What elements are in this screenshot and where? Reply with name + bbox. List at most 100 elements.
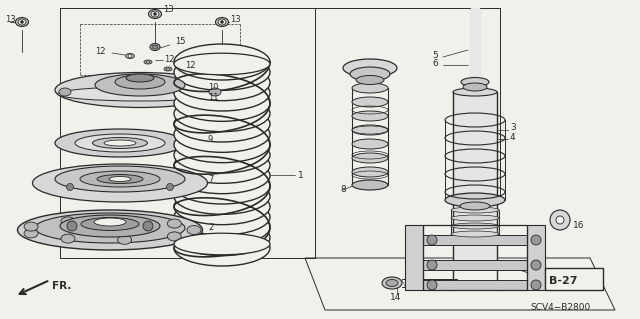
Ellipse shape <box>75 134 165 152</box>
Ellipse shape <box>174 199 270 235</box>
Ellipse shape <box>104 140 136 146</box>
Text: 3: 3 <box>510 123 516 132</box>
Ellipse shape <box>95 74 185 96</box>
Ellipse shape <box>352 111 388 121</box>
Ellipse shape <box>352 153 388 163</box>
Ellipse shape <box>174 75 270 111</box>
Bar <box>423 260 527 270</box>
Ellipse shape <box>55 72 225 108</box>
Ellipse shape <box>15 18 29 26</box>
Text: 12: 12 <box>164 55 175 63</box>
Ellipse shape <box>80 171 160 187</box>
Circle shape <box>531 260 541 270</box>
Ellipse shape <box>55 166 185 192</box>
Circle shape <box>427 235 437 245</box>
Ellipse shape <box>17 210 202 250</box>
Ellipse shape <box>451 207 499 213</box>
Text: 4: 4 <box>510 132 516 142</box>
Ellipse shape <box>356 76 384 85</box>
Ellipse shape <box>174 209 270 245</box>
Ellipse shape <box>453 88 497 96</box>
Ellipse shape <box>144 60 152 64</box>
Circle shape <box>154 12 157 16</box>
Circle shape <box>427 260 437 270</box>
Ellipse shape <box>24 229 38 238</box>
Ellipse shape <box>115 75 165 89</box>
Circle shape <box>143 221 153 231</box>
Ellipse shape <box>166 68 170 70</box>
Ellipse shape <box>148 10 161 19</box>
Text: 2: 2 <box>208 224 213 233</box>
Ellipse shape <box>352 97 388 107</box>
Text: 9: 9 <box>208 136 213 145</box>
Ellipse shape <box>35 213 185 243</box>
Ellipse shape <box>445 193 505 207</box>
Circle shape <box>556 216 564 224</box>
Ellipse shape <box>352 167 388 177</box>
Circle shape <box>531 235 541 245</box>
Ellipse shape <box>174 233 270 255</box>
Ellipse shape <box>174 116 270 152</box>
Text: FR.: FR. <box>52 281 72 291</box>
Ellipse shape <box>350 67 390 81</box>
Ellipse shape <box>174 158 270 194</box>
Circle shape <box>67 221 77 231</box>
Text: 13: 13 <box>163 5 173 14</box>
Text: 5: 5 <box>432 50 438 60</box>
Ellipse shape <box>151 11 159 17</box>
Bar <box>545 268 603 290</box>
Ellipse shape <box>174 106 270 142</box>
Ellipse shape <box>94 218 126 226</box>
Ellipse shape <box>382 277 402 289</box>
Ellipse shape <box>33 164 207 202</box>
Ellipse shape <box>343 59 397 77</box>
Text: 7: 7 <box>208 175 213 184</box>
Circle shape <box>166 183 173 190</box>
Text: 13: 13 <box>230 16 241 25</box>
Ellipse shape <box>352 180 388 190</box>
Ellipse shape <box>174 230 270 266</box>
Circle shape <box>221 20 223 24</box>
Ellipse shape <box>152 45 158 49</box>
Ellipse shape <box>93 137 147 149</box>
Ellipse shape <box>55 129 185 157</box>
Ellipse shape <box>125 54 134 58</box>
Bar <box>423 280 527 290</box>
Ellipse shape <box>187 226 201 234</box>
Text: 15: 15 <box>175 38 186 47</box>
Ellipse shape <box>164 67 172 71</box>
Ellipse shape <box>460 202 490 210</box>
Ellipse shape <box>174 96 270 132</box>
Ellipse shape <box>58 87 223 101</box>
Ellipse shape <box>174 168 270 204</box>
Ellipse shape <box>451 223 499 229</box>
Ellipse shape <box>126 74 154 82</box>
Ellipse shape <box>209 88 221 96</box>
Text: 12: 12 <box>185 62 195 70</box>
Bar <box>405 225 423 290</box>
Bar <box>423 235 527 245</box>
Text: 6: 6 <box>432 58 438 68</box>
Text: 11: 11 <box>208 93 218 101</box>
Ellipse shape <box>174 65 270 101</box>
Ellipse shape <box>352 139 388 149</box>
Ellipse shape <box>386 279 398 286</box>
Ellipse shape <box>461 78 489 86</box>
Circle shape <box>67 183 74 190</box>
Circle shape <box>20 20 24 24</box>
Ellipse shape <box>463 83 487 91</box>
Circle shape <box>531 280 541 290</box>
Circle shape <box>550 210 570 230</box>
Text: 16: 16 <box>573 220 584 229</box>
Ellipse shape <box>216 18 228 26</box>
Ellipse shape <box>174 137 270 173</box>
Ellipse shape <box>97 174 143 183</box>
Ellipse shape <box>174 189 270 225</box>
Ellipse shape <box>61 234 75 243</box>
Ellipse shape <box>451 215 499 221</box>
Text: B-27: B-27 <box>549 276 577 286</box>
Ellipse shape <box>60 215 160 237</box>
Ellipse shape <box>451 231 499 237</box>
Ellipse shape <box>174 127 270 163</box>
Ellipse shape <box>18 19 26 25</box>
